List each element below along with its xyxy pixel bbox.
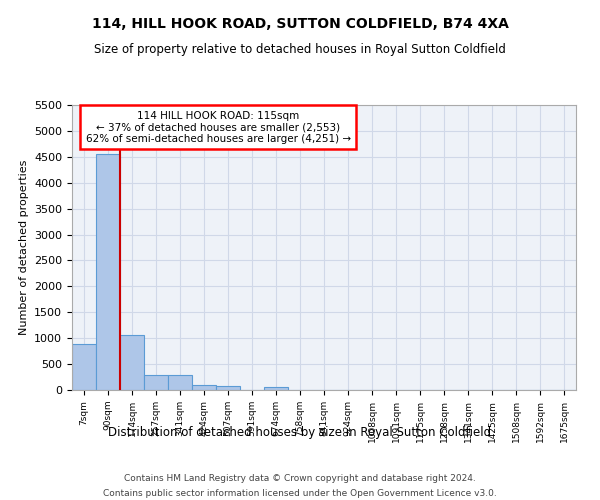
Bar (216, 386, 240, 390)
Bar (96, 154, 120, 390)
Text: Distribution of detached houses by size in Royal Sutton Coldfield: Distribution of detached houses by size … (109, 426, 491, 439)
Text: Contains HM Land Registry data © Crown copyright and database right 2024.: Contains HM Land Registry data © Crown c… (124, 474, 476, 483)
Text: 114 HILL HOOK ROAD: 115sqm
← 37% of detached houses are smaller (2,553)
62% of s: 114 HILL HOOK ROAD: 115sqm ← 37% of deta… (86, 110, 351, 144)
Bar (192, 386, 216, 390)
Text: 114, HILL HOOK ROAD, SUTTON COLDFIELD, B74 4XA: 114, HILL HOOK ROAD, SUTTON COLDFIELD, B… (92, 18, 508, 32)
Bar (144, 375, 168, 390)
Bar (264, 388, 288, 390)
Text: Contains public sector information licensed under the Open Government Licence v3: Contains public sector information licen… (103, 489, 497, 498)
Y-axis label: Number of detached properties: Number of detached properties (19, 160, 29, 335)
Bar (168, 375, 192, 390)
Bar (72, 344, 96, 390)
Bar (120, 335, 144, 390)
Text: Size of property relative to detached houses in Royal Sutton Coldfield: Size of property relative to detached ho… (94, 42, 506, 56)
